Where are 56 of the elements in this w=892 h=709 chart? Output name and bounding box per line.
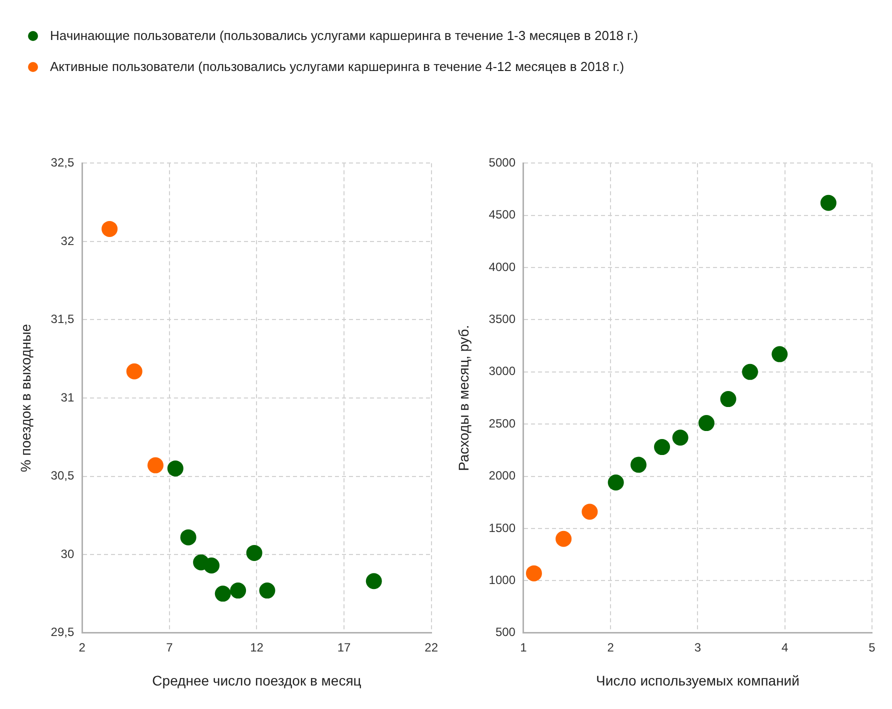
x-tick-label: 4 <box>782 640 789 654</box>
y-tick-label: 2000 <box>488 468 516 483</box>
point <box>126 363 142 380</box>
y-tick-label: 3000 <box>488 364 516 378</box>
x-tick-label: 2 <box>78 640 86 654</box>
x-tick-label: 12 <box>250 640 264 654</box>
point <box>582 504 598 520</box>
x-tick-label: 5 <box>868 640 876 654</box>
legend-label: Начинающие пользователи (пользовались услугами каршеринга в течение 1-3 месяцев в 2018 г.) <box>50 28 638 43</box>
y-tick-label: 4000 <box>488 260 516 274</box>
point <box>654 439 670 456</box>
point <box>167 460 184 476</box>
point <box>366 573 382 590</box>
point <box>259 582 276 599</box>
point <box>147 457 164 474</box>
y-axis-title: % поездок в выходные <box>17 324 34 472</box>
point <box>698 415 714 432</box>
x-tick-label: 2 <box>607 640 614 654</box>
point <box>820 194 836 211</box>
y-tick-label: 5000 <box>488 156 516 170</box>
x-axis-title: Среднее число поездок в месяц <box>152 672 362 688</box>
point <box>672 430 688 446</box>
point <box>204 557 220 574</box>
legend-label: Активные пользователи (пользовались услугами каршеринга в течение 4-12 месяцев в 2018 г.) <box>50 59 624 74</box>
y-tick-label: 32,5 <box>50 156 74 170</box>
y-tick-label: 4500 <box>488 208 516 222</box>
point <box>772 346 788 362</box>
point <box>180 529 196 546</box>
point <box>720 391 736 408</box>
point <box>102 220 118 237</box>
y-tick-label: 32 <box>60 234 74 248</box>
x-tick-label: 3 <box>694 640 702 654</box>
y-tick-label: 30,5 <box>50 468 74 483</box>
y-tick-label: 31 <box>60 390 74 404</box>
y-tick-label: 31,5 <box>50 312 74 326</box>
x-tick-label: 22 <box>424 640 438 654</box>
x-axis-title: Число используемых компаний <box>596 672 800 688</box>
y-tick-label: 500 <box>495 625 516 640</box>
y-tick-label: 2500 <box>488 416 516 430</box>
point <box>526 565 542 582</box>
point <box>230 582 246 599</box>
point <box>630 456 646 473</box>
y-tick-label: 1500 <box>488 520 516 535</box>
y-tick-label: 30 <box>60 546 74 561</box>
y-tick-label: 3500 <box>488 312 516 326</box>
point <box>246 544 262 561</box>
point <box>742 364 758 380</box>
y-axis-title: Расходы в месяц, руб. <box>455 325 472 471</box>
x-tick-label: 17 <box>337 640 352 654</box>
x-tick-label: 7 <box>166 640 174 654</box>
x-tick-label: 1 <box>520 640 528 654</box>
point <box>214 586 231 602</box>
y-tick-label: 29,5 <box>50 625 74 640</box>
point <box>608 474 624 491</box>
point <box>556 530 572 547</box>
y-tick-label: 1000 <box>488 572 516 587</box>
